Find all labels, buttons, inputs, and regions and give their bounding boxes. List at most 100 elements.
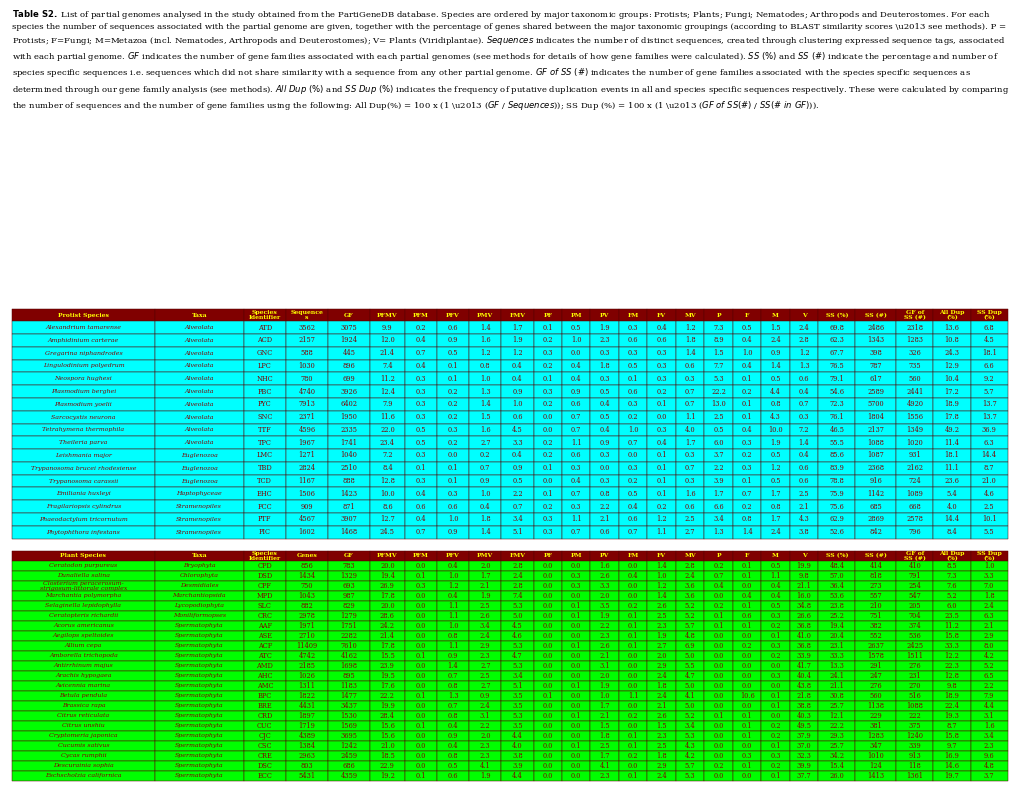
Bar: [533, 611, 561, 621]
Bar: [789, 600, 817, 611]
Text: 1413: 1413: [866, 771, 883, 779]
Bar: [590, 347, 619, 359]
Text: 0.8: 0.8: [769, 400, 781, 408]
Bar: [244, 741, 285, 750]
Bar: [760, 690, 789, 701]
Bar: [285, 600, 328, 611]
Text: 0.1: 0.1: [542, 324, 552, 332]
Bar: [12, 571, 155, 581]
Text: 0.0: 0.0: [542, 426, 552, 434]
Bar: [817, 750, 855, 760]
Text: 1.2: 1.2: [798, 349, 809, 357]
Bar: [789, 309, 817, 322]
Text: 24.1: 24.1: [828, 671, 844, 679]
Text: 5.1: 5.1: [512, 528, 522, 536]
Bar: [501, 437, 533, 449]
Text: 2.0: 2.0: [656, 652, 666, 660]
Bar: [970, 581, 1007, 591]
Bar: [370, 621, 405, 630]
Text: 2.7: 2.7: [656, 641, 666, 649]
Text: 7.2: 7.2: [798, 426, 808, 434]
Text: 0.1: 0.1: [628, 375, 638, 383]
Text: 0.7: 0.7: [571, 490, 581, 498]
Text: 1.9: 1.9: [512, 336, 522, 344]
Bar: [896, 750, 932, 760]
Bar: [370, 630, 405, 641]
Text: 0.8: 0.8: [599, 490, 609, 498]
Text: 0.9: 0.9: [447, 731, 458, 740]
Text: 2425: 2425: [906, 641, 922, 649]
Bar: [436, 449, 469, 462]
Bar: [817, 423, 855, 437]
Bar: [676, 711, 704, 720]
Text: 0.0: 0.0: [571, 562, 581, 570]
Text: 1040: 1040: [340, 452, 357, 459]
Text: 0.0: 0.0: [542, 712, 552, 719]
Bar: [932, 711, 970, 720]
Bar: [760, 741, 789, 750]
Bar: [533, 701, 561, 711]
Text: 0.1: 0.1: [415, 464, 426, 472]
Bar: [244, 462, 285, 474]
Bar: [855, 552, 896, 561]
Bar: [932, 359, 970, 373]
Text: 1026: 1026: [299, 671, 315, 679]
Bar: [896, 621, 932, 630]
Bar: [817, 730, 855, 741]
Text: Alexandrium tamarense: Alexandrium tamarense: [46, 325, 121, 330]
Text: 1423: 1423: [340, 490, 358, 498]
Bar: [12, 690, 155, 701]
Bar: [733, 488, 760, 500]
Text: 4.8: 4.8: [684, 632, 695, 640]
Text: 4389: 4389: [299, 731, 315, 740]
Text: 0.2: 0.2: [628, 752, 638, 760]
Text: 8.4: 8.4: [382, 464, 392, 472]
Bar: [285, 526, 328, 539]
Text: 0.1: 0.1: [769, 701, 781, 709]
Text: 0.0: 0.0: [571, 662, 581, 670]
Text: 0.0: 0.0: [712, 742, 723, 749]
Text: 0.0: 0.0: [571, 592, 581, 600]
Text: 0.0: 0.0: [571, 752, 581, 760]
Text: 4.3: 4.3: [769, 413, 781, 421]
Bar: [501, 771, 533, 780]
Text: 0.4: 0.4: [712, 582, 723, 589]
Bar: [733, 411, 760, 423]
Bar: [405, 561, 436, 571]
Text: 0.2: 0.2: [542, 452, 552, 459]
Bar: [855, 359, 896, 373]
Bar: [405, 437, 436, 449]
Text: 17.8: 17.8: [380, 641, 394, 649]
Bar: [328, 552, 370, 561]
Text: 1.1: 1.1: [447, 641, 458, 649]
Bar: [469, 385, 501, 398]
Bar: [590, 462, 619, 474]
Text: 5.0: 5.0: [684, 682, 695, 690]
Bar: [676, 741, 704, 750]
Bar: [733, 630, 760, 641]
Bar: [896, 449, 932, 462]
Text: Euglenozoa: Euglenozoa: [180, 453, 217, 458]
Text: 2.5: 2.5: [798, 490, 809, 498]
Text: 0.6: 0.6: [798, 375, 808, 383]
Text: PMV: PMV: [477, 313, 493, 318]
Text: 0.0: 0.0: [628, 652, 638, 660]
Bar: [647, 359, 676, 373]
Text: Euglenozoa: Euglenozoa: [180, 478, 217, 484]
Bar: [285, 449, 328, 462]
Text: 0.6: 0.6: [798, 464, 808, 472]
Text: 0.2: 0.2: [741, 452, 752, 459]
Text: PF: PF: [543, 313, 551, 318]
Bar: [619, 513, 647, 526]
Text: 3.3: 3.3: [599, 582, 609, 589]
Bar: [817, 552, 855, 561]
Text: 0.4: 0.4: [571, 477, 581, 485]
Bar: [244, 398, 285, 411]
Bar: [619, 711, 647, 720]
Bar: [896, 611, 932, 621]
Text: PM: PM: [570, 313, 582, 318]
Text: 7.6: 7.6: [946, 582, 957, 589]
Text: 0.4: 0.4: [769, 582, 781, 589]
Text: 13.0: 13.0: [710, 400, 726, 408]
Text: 38.8: 38.8: [796, 701, 811, 709]
